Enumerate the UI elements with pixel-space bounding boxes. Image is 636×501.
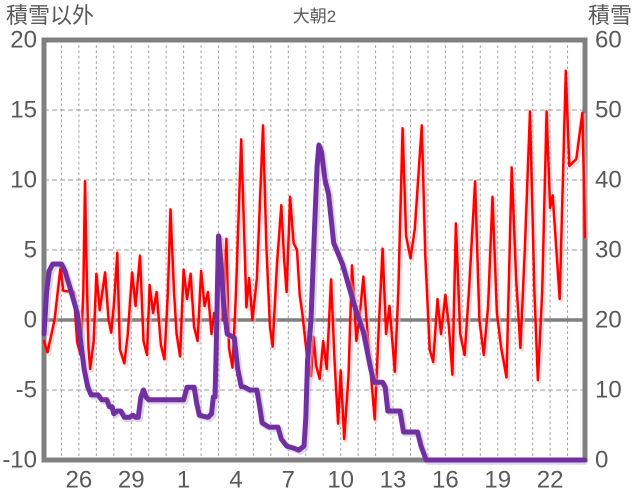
x-axis-tick-label: 16 — [432, 467, 459, 494]
left-axis-tick-label: 0 — [24, 307, 37, 334]
left-axis-tick-label: 10 — [10, 167, 37, 194]
x-axis-tick-label: 22 — [537, 467, 564, 494]
left-axis-tick-label: -5 — [16, 377, 37, 404]
temperature-line — [42, 69, 587, 441]
left-axis-tick-label: -10 — [2, 447, 37, 474]
x-axis-tick-label: 29 — [118, 467, 145, 494]
left-axis-tick-label: 20 — [10, 27, 37, 54]
right-axis-tick-label: 50 — [595, 97, 622, 124]
left-axis-title: 積雪以外 — [6, 3, 95, 28]
x-axis-tick-label: 1 — [177, 467, 190, 494]
left-axis-tick-label: 5 — [24, 237, 37, 264]
chart-title: 大朝2 — [292, 7, 337, 26]
plot-frame — [41, 37, 588, 463]
x-axis-tick-label: 19 — [484, 467, 511, 494]
right-axis-tick-label: 20 — [595, 307, 622, 334]
right-axis-tick-label: 40 — [595, 167, 622, 194]
x-axis-tick-label: 7 — [282, 467, 295, 494]
x-axis-tick-label: 26 — [66, 467, 93, 494]
x-axis-tick-label: 4 — [229, 467, 242, 494]
right-axis-tick-label: 10 — [595, 377, 622, 404]
right-axis-tick-label: 0 — [595, 447, 608, 474]
right-axis-tick-label: 60 — [595, 27, 622, 54]
snow-depth-line — [41, 142, 588, 463]
left-axis-tick-label: 15 — [10, 97, 37, 124]
x-axis-tick-label: 13 — [380, 467, 407, 494]
right-axis-title: 積雪 — [587, 3, 632, 28]
right-axis-tick-label: 30 — [595, 237, 622, 264]
x-axis-tick-label: 10 — [327, 467, 354, 494]
